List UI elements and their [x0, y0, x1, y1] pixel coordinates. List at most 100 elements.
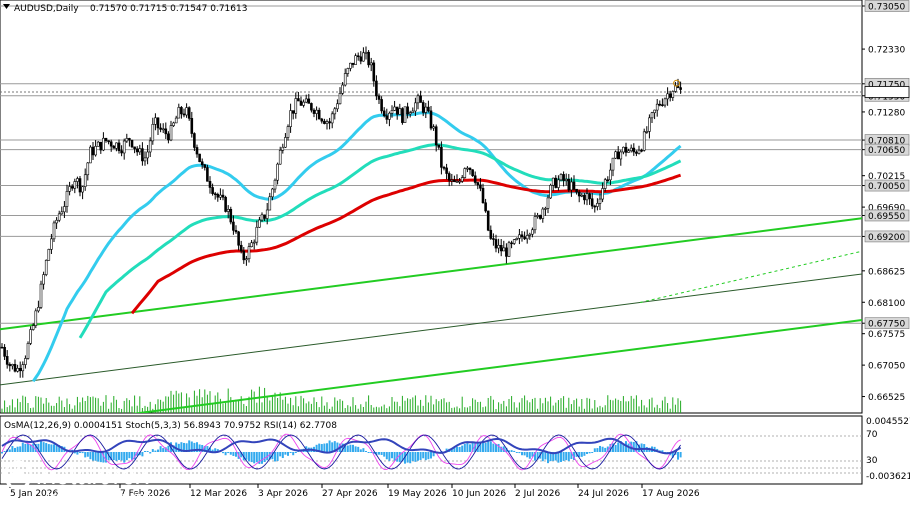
- candle: [211, 183, 214, 196]
- osma-bar: [528, 452, 531, 459]
- osma-bar: [424, 452, 427, 461]
- dropdown-triangle-icon[interactable]: [3, 4, 10, 9]
- candle: [76, 176, 79, 189]
- osma-bar: [370, 452, 373, 453]
- osma-bar: [588, 452, 591, 454]
- osma-bar: [86, 452, 89, 457]
- osma-bar: [222, 452, 224, 454]
- candle: [401, 107, 404, 125]
- price-tick-label: 0.70810: [868, 137, 905, 147]
- candle: [622, 146, 625, 155]
- candle: [200, 158, 204, 169]
- osma-bar: [463, 443, 466, 452]
- price-tick-label: 0.67750: [868, 320, 905, 330]
- candle: [11, 363, 14, 370]
- osma-bar: [53, 444, 55, 452]
- osma-bar: [47, 444, 50, 452]
- candle: [83, 168, 87, 191]
- osma-bar: [27, 443, 29, 452]
- osma-bar: [253, 452, 256, 464]
- candle: [445, 163, 448, 180]
- candle: [81, 185, 84, 200]
- osma-bar: [619, 441, 622, 452]
- indicator-axis: 0.0045527 70 30 -0.0036214: [866, 417, 910, 482]
- candle: [640, 148, 643, 153]
- osma-bar: [206, 446, 209, 452]
- price-level-tag: [864, 143, 910, 156]
- candle: [603, 177, 607, 192]
- price-tick-label: 0.72330: [868, 46, 905, 56]
- current-price-tag: [864, 86, 910, 98]
- candle: [281, 143, 285, 154]
- candle: [619, 149, 623, 166]
- candle: [481, 183, 485, 204]
- instaforex-logo-icon: [3, 460, 33, 490]
- osma-bar: [601, 446, 604, 452]
- candle: [598, 193, 602, 210]
- osma-bar: [521, 452, 523, 456]
- channel-mid-line: [0, 273, 862, 386]
- brand-tagline: Instant Forex Trading: [47, 491, 151, 503]
- osma-bar: [29, 444, 32, 452]
- osma-bar: [671, 452, 674, 458]
- osma-bar: [185, 443, 188, 452]
- candle: [541, 207, 545, 223]
- candle: [180, 106, 183, 119]
- osma-bar: [604, 447, 607, 452]
- osma-bar: [583, 452, 586, 456]
- candle: [577, 189, 581, 203]
- candle: [104, 137, 108, 143]
- osma-bar: [45, 443, 48, 452]
- osma-bar: [396, 452, 399, 462]
- candle: [122, 138, 126, 160]
- candle: [593, 204, 597, 213]
- candle: [666, 87, 669, 106]
- osma-bar: [367, 452, 370, 453]
- osma-bar: [526, 452, 529, 458]
- osma-bar: [518, 452, 521, 454]
- osma-bar: [344, 444, 347, 452]
- candle: [193, 132, 196, 151]
- price-tick-label: 0.69690: [868, 204, 905, 214]
- candle: [273, 178, 277, 193]
- osma-bar: [453, 447, 456, 452]
- candle: [489, 225, 493, 240]
- osma-bar: [84, 452, 87, 458]
- osma-bar: [32, 443, 35, 452]
- candle: [432, 124, 435, 131]
- candle: [294, 92, 298, 119]
- osma-bar: [474, 443, 477, 452]
- osma-bar: [42, 442, 45, 452]
- candle: [388, 111, 391, 127]
- candle: [146, 145, 149, 165]
- chart-header: AUDUSD,Daily 0.71570 0.71715 0.71547 0.7…: [3, 4, 247, 14]
- price-tick-label: 0.67050: [868, 362, 905, 372]
- candle: [408, 110, 412, 118]
- symbol-label: AUDUSD,Daily: [14, 4, 79, 14]
- candle: [336, 99, 339, 112]
- candle: [263, 214, 266, 222]
- candle: [588, 192, 591, 205]
- candle: [421, 100, 425, 117]
- osma-bar: [136, 452, 139, 456]
- candle: [31, 323, 35, 331]
- osma-bar: [24, 443, 27, 452]
- candle: [198, 153, 201, 163]
- date-tick-label: 24 Jul 2026: [578, 489, 629, 499]
- indicator-plot-frame: [0, 415, 863, 485]
- candle: [57, 210, 61, 223]
- candle: [167, 131, 170, 144]
- candle: [29, 326, 32, 346]
- candle: [112, 144, 116, 149]
- candle: [328, 117, 331, 130]
- candle: [658, 100, 662, 107]
- osma-bar: [55, 445, 58, 452]
- candle: [596, 198, 599, 211]
- osma-bar: [349, 444, 352, 452]
- candle: [34, 308, 38, 329]
- osma-bar: [557, 452, 560, 463]
- price-tick-label: 0.71750: [868, 80, 905, 90]
- indicator-header: OsMA(12,26,9) 0.0004151 Stoch(5,3,3) 56.…: [4, 421, 337, 431]
- osma-bar: [326, 443, 328, 452]
- candle: [450, 173, 454, 186]
